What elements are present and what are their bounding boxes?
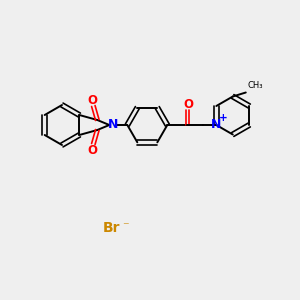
- Text: N: N: [211, 118, 221, 130]
- Text: N: N: [108, 118, 119, 131]
- Text: Br: Br: [103, 221, 121, 235]
- Text: CH₃: CH₃: [248, 82, 263, 91]
- Text: O: O: [87, 143, 97, 157]
- Text: +: +: [219, 113, 228, 123]
- Text: O: O: [87, 94, 97, 106]
- Text: ⁻: ⁻: [122, 220, 128, 233]
- Text: O: O: [183, 98, 193, 110]
